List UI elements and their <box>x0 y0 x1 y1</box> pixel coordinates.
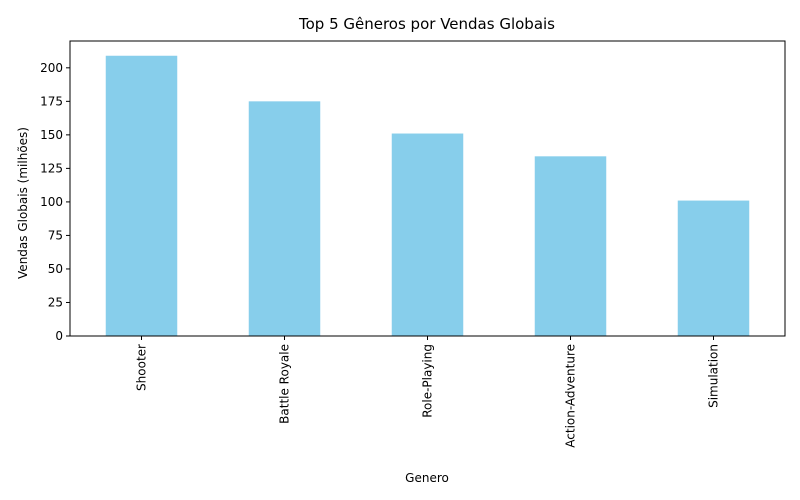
y-tick-label: 75 <box>48 228 63 242</box>
y-tick-label: 50 <box>48 262 63 276</box>
y-tick-label: 0 <box>55 329 63 343</box>
y-axis-label: Vendas Globais (milhões) <box>16 127 30 279</box>
bar-battle-royale <box>248 101 321 336</box>
x-tick-label: Shooter <box>135 344 149 391</box>
y-tick-label: 100 <box>40 195 63 209</box>
x-tick-label: Action-Adventure <box>564 344 578 448</box>
x-axis-label: Genero <box>405 471 449 485</box>
y-tick-label: 125 <box>40 161 63 175</box>
x-tick-label: Battle Royale <box>278 344 292 424</box>
chart-title: Top 5 Gêneros por Vendas Globais <box>298 15 555 33</box>
bar-shooter <box>105 55 178 336</box>
y-tick-label: 150 <box>40 128 63 142</box>
plot-frame <box>69 40 786 337</box>
x-tick-label: Simulation <box>707 344 721 408</box>
y-axis-ticks: 0 25 50 75 100 125 150 175 200 <box>40 61 70 343</box>
x-tick-label: Role-Playing <box>421 344 435 418</box>
bar-role-playing <box>391 133 464 336</box>
y-tick-label: 25 <box>48 295 63 309</box>
y-tick-label: 175 <box>40 94 63 108</box>
bar-simulation <box>677 200 750 336</box>
x-axis-ticks: Shooter Battle Royale Role-Playing Action-A… <box>135 336 721 448</box>
bars-group <box>105 55 750 336</box>
y-tick-label: 200 <box>40 61 63 75</box>
bar-action-adventure <box>534 156 607 336</box>
